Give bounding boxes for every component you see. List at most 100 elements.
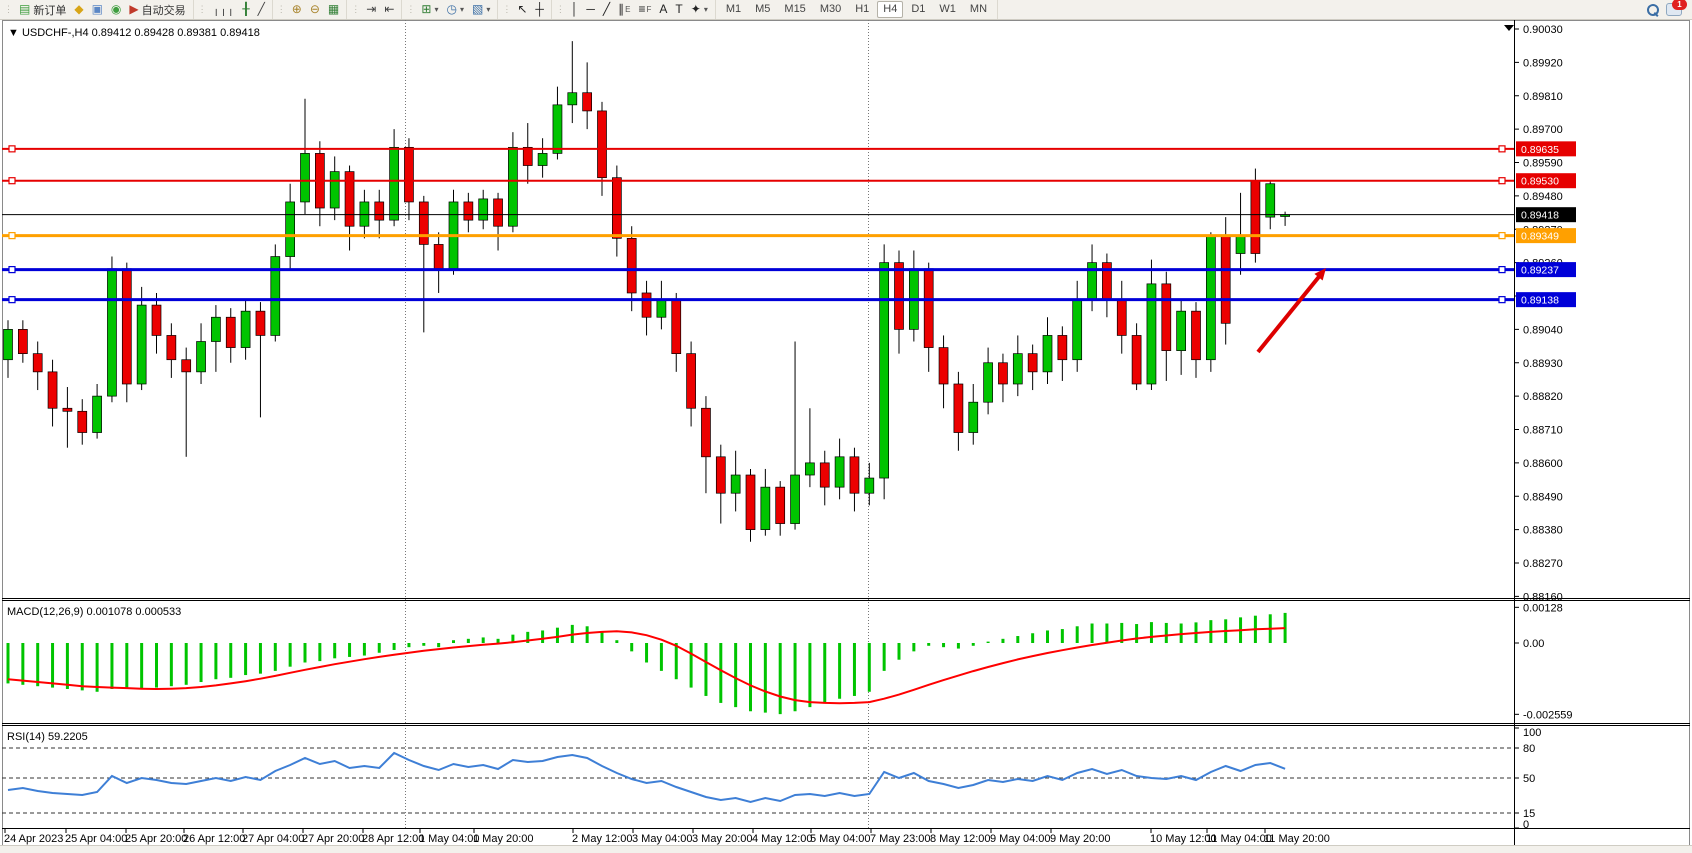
rsi-tick-label: 15	[1523, 808, 1535, 820]
bear-candle	[77, 410, 88, 433]
bear-candle	[1191, 310, 1201, 361]
line-handle[interactable]	[1498, 232, 1506, 240]
hline-object-0.89237[interactable]	[2, 266, 1514, 274]
chart-background	[2, 20, 1690, 846]
toolbar-grip-icon[interactable]: ⋮	[197, 4, 207, 14]
line-handle[interactable]	[8, 232, 16, 240]
indicators-button[interactable]: ⊞ ▾	[418, 1, 441, 18]
macd-pane[interactable]: MACD(12,26,9) 0.001078 0.000533	[6, 606, 1287, 715]
timeframe-button-h1[interactable]: H1	[855, 3, 870, 15]
timeframe-button-m5[interactable]: M5	[755, 3, 771, 15]
timeframe-button-mn[interactable]: MN	[969, 3, 988, 15]
autotrading-button-label: 自动交易	[141, 4, 186, 17]
line-chart-button[interactable]: ╱	[255, 1, 268, 18]
auto-scroll-button[interactable]: ⇥	[363, 1, 379, 18]
vline-button[interactable]: │	[568, 1, 582, 18]
time-tick-label: 3 May 04:00	[632, 833, 693, 845]
fibonacci-button[interactable]: ≡ F	[636, 1, 655, 18]
zoom-out-button[interactable]: ⊖	[307, 1, 323, 18]
time-tick-label: 25 Apr 04:00	[65, 833, 127, 845]
line-handle[interactable]	[1498, 145, 1506, 153]
templates-button[interactable]: ▧ ▾	[469, 1, 493, 18]
line-handle[interactable]	[1498, 296, 1506, 304]
hline-object-0.89138[interactable]	[2, 296, 1514, 304]
autotrading-icon: ▶	[129, 2, 139, 16]
rsi-tick-label: 0	[1523, 819, 1529, 831]
time-tick-label: 9 May 20:00	[1050, 833, 1111, 845]
search-icon[interactable]	[1647, 4, 1659, 17]
chart-shift-button[interactable]: ⇤	[381, 1, 397, 18]
main-price-pane[interactable]: ▼ USDCHF-,H4 0.89412 0.89428 0.89381 0.8…	[2, 20, 1514, 828]
chevron-down-icon[interactable]: ▾	[486, 5, 491, 14]
news-bubble-icon[interactable]: 1	[1666, 0, 1687, 16]
timeframe-button-m15[interactable]: M15	[784, 3, 806, 15]
bear-candle	[715, 456, 726, 494]
shapes-button[interactable]: ✦ ▾	[688, 1, 711, 18]
chevron-down-icon[interactable]: ▾	[434, 5, 439, 14]
bear-candle	[626, 238, 637, 294]
bear-candle	[894, 262, 904, 330]
bull-candle	[864, 477, 875, 494]
text-button[interactable]: A	[656, 1, 670, 18]
strategy-tester-button[interactable]: ◉	[108, 1, 124, 18]
tile-windows-button[interactable]: ▦	[325, 1, 342, 18]
label-button[interactable]: T	[672, 1, 685, 18]
chevron-down-icon[interactable]: ▾	[459, 5, 464, 14]
trendline-button[interactable]: ╱	[600, 1, 613, 18]
indicators-icon: ⊞	[421, 2, 432, 16]
timeframe-button-m30[interactable]: M30	[819, 3, 842, 15]
line-handle[interactable]	[1498, 266, 1506, 274]
line-handle[interactable]	[8, 145, 16, 153]
bear-candle	[404, 146, 414, 203]
line-chart-icon: ╱	[257, 2, 265, 16]
new-order-button[interactable]: ▤ 新订单	[16, 1, 69, 18]
timeframe-button-w1[interactable]: W1	[939, 3, 956, 15]
crosshair-button[interactable]: ┼	[532, 1, 547, 18]
bar-chart-button[interactable]: ╷╷╷	[210, 1, 238, 18]
bull-candle	[92, 395, 102, 433]
line-handle[interactable]	[8, 177, 16, 185]
cursor-button[interactable]: ↖	[514, 1, 530, 18]
zoom-in-button[interactable]: ⊕	[289, 1, 305, 18]
hline-button[interactable]: ─	[583, 1, 598, 18]
timeframe-button-h4[interactable]: H4	[877, 1, 904, 18]
periods-button[interactable]: ◷ ▾	[443, 1, 467, 18]
metaeditor-button[interactable]: ◆	[71, 1, 86, 18]
candlestick-chart-button[interactable]: ╂	[239, 1, 252, 18]
autotrading-button[interactable]: ▶ 自动交易	[126, 1, 188, 18]
timeframe-button-d1[interactable]: D1	[911, 3, 926, 15]
channel-button[interactable]: ∥ E	[615, 1, 633, 18]
main-toolbar: ⋮ ▤ 新订单 ◆ ▣ ◉ ▶ 自动交易 ⋮ ╷╷╷ ╂ ╱ ⋮ ⊕ ⊖ ▦ ⋮ ⇥ ⇤ ⋮ ⊞ ▾ ◷ ▾ ▧ ▾ ⋮ ↖ ┼ ⋮ │ ─ ╱…	[0, 0, 1692, 20]
rsi-pane[interactable]: RSI(14) 59.2205	[2, 731, 1514, 814]
hline-object-0.89635[interactable]	[2, 145, 1514, 153]
bear-candle	[18, 329, 28, 354]
toolbar-grip-icon[interactable]: ⋮	[406, 4, 415, 14]
toolbar-grip-icon[interactable]: ⋮	[276, 4, 286, 14]
toolbar-grip-icon[interactable]: ⋮	[4, 4, 13, 14]
trend-arrow-annotation[interactable]	[1256, 268, 1326, 354]
line-handle[interactable]	[1498, 177, 1506, 185]
line-handle[interactable]	[8, 266, 16, 274]
channel-icon-sub: E	[625, 5, 631, 14]
bear-candle	[1131, 335, 1142, 385]
hline-object-0.89530[interactable]	[2, 177, 1514, 185]
timeframe-button-m1[interactable]: M1	[725, 3, 742, 15]
toolbar-grip-icon[interactable]: ⋮	[555, 4, 565, 14]
time-tick-label: 26 Apr 12:00	[183, 833, 245, 845]
line-handle[interactable]	[8, 296, 16, 304]
time-tick-label: 8 May 12:00	[930, 833, 991, 845]
chart-shift-marker[interactable]	[1504, 25, 1514, 31]
price-scale[interactable]: 0.90030 0.89920 0.89810 0.89700 0.89590 0.894…	[1514, 24, 1576, 831]
toolbar-grip-icon[interactable]: ⋮	[502, 4, 511, 14]
terminal-button[interactable]: ▣	[89, 1, 106, 18]
chevron-down-icon[interactable]: ▾	[703, 5, 708, 14]
clock-icon: ◷	[446, 2, 457, 16]
bear-candle	[819, 462, 830, 488]
bull-candle	[136, 304, 147, 385]
bear-candle	[62, 407, 73, 412]
time-tick-label: 1 May 04:00	[419, 833, 480, 845]
toolbar-grip-icon[interactable]: ⋮	[351, 4, 360, 14]
hline-object-0.89349[interactable]	[2, 232, 1514, 240]
